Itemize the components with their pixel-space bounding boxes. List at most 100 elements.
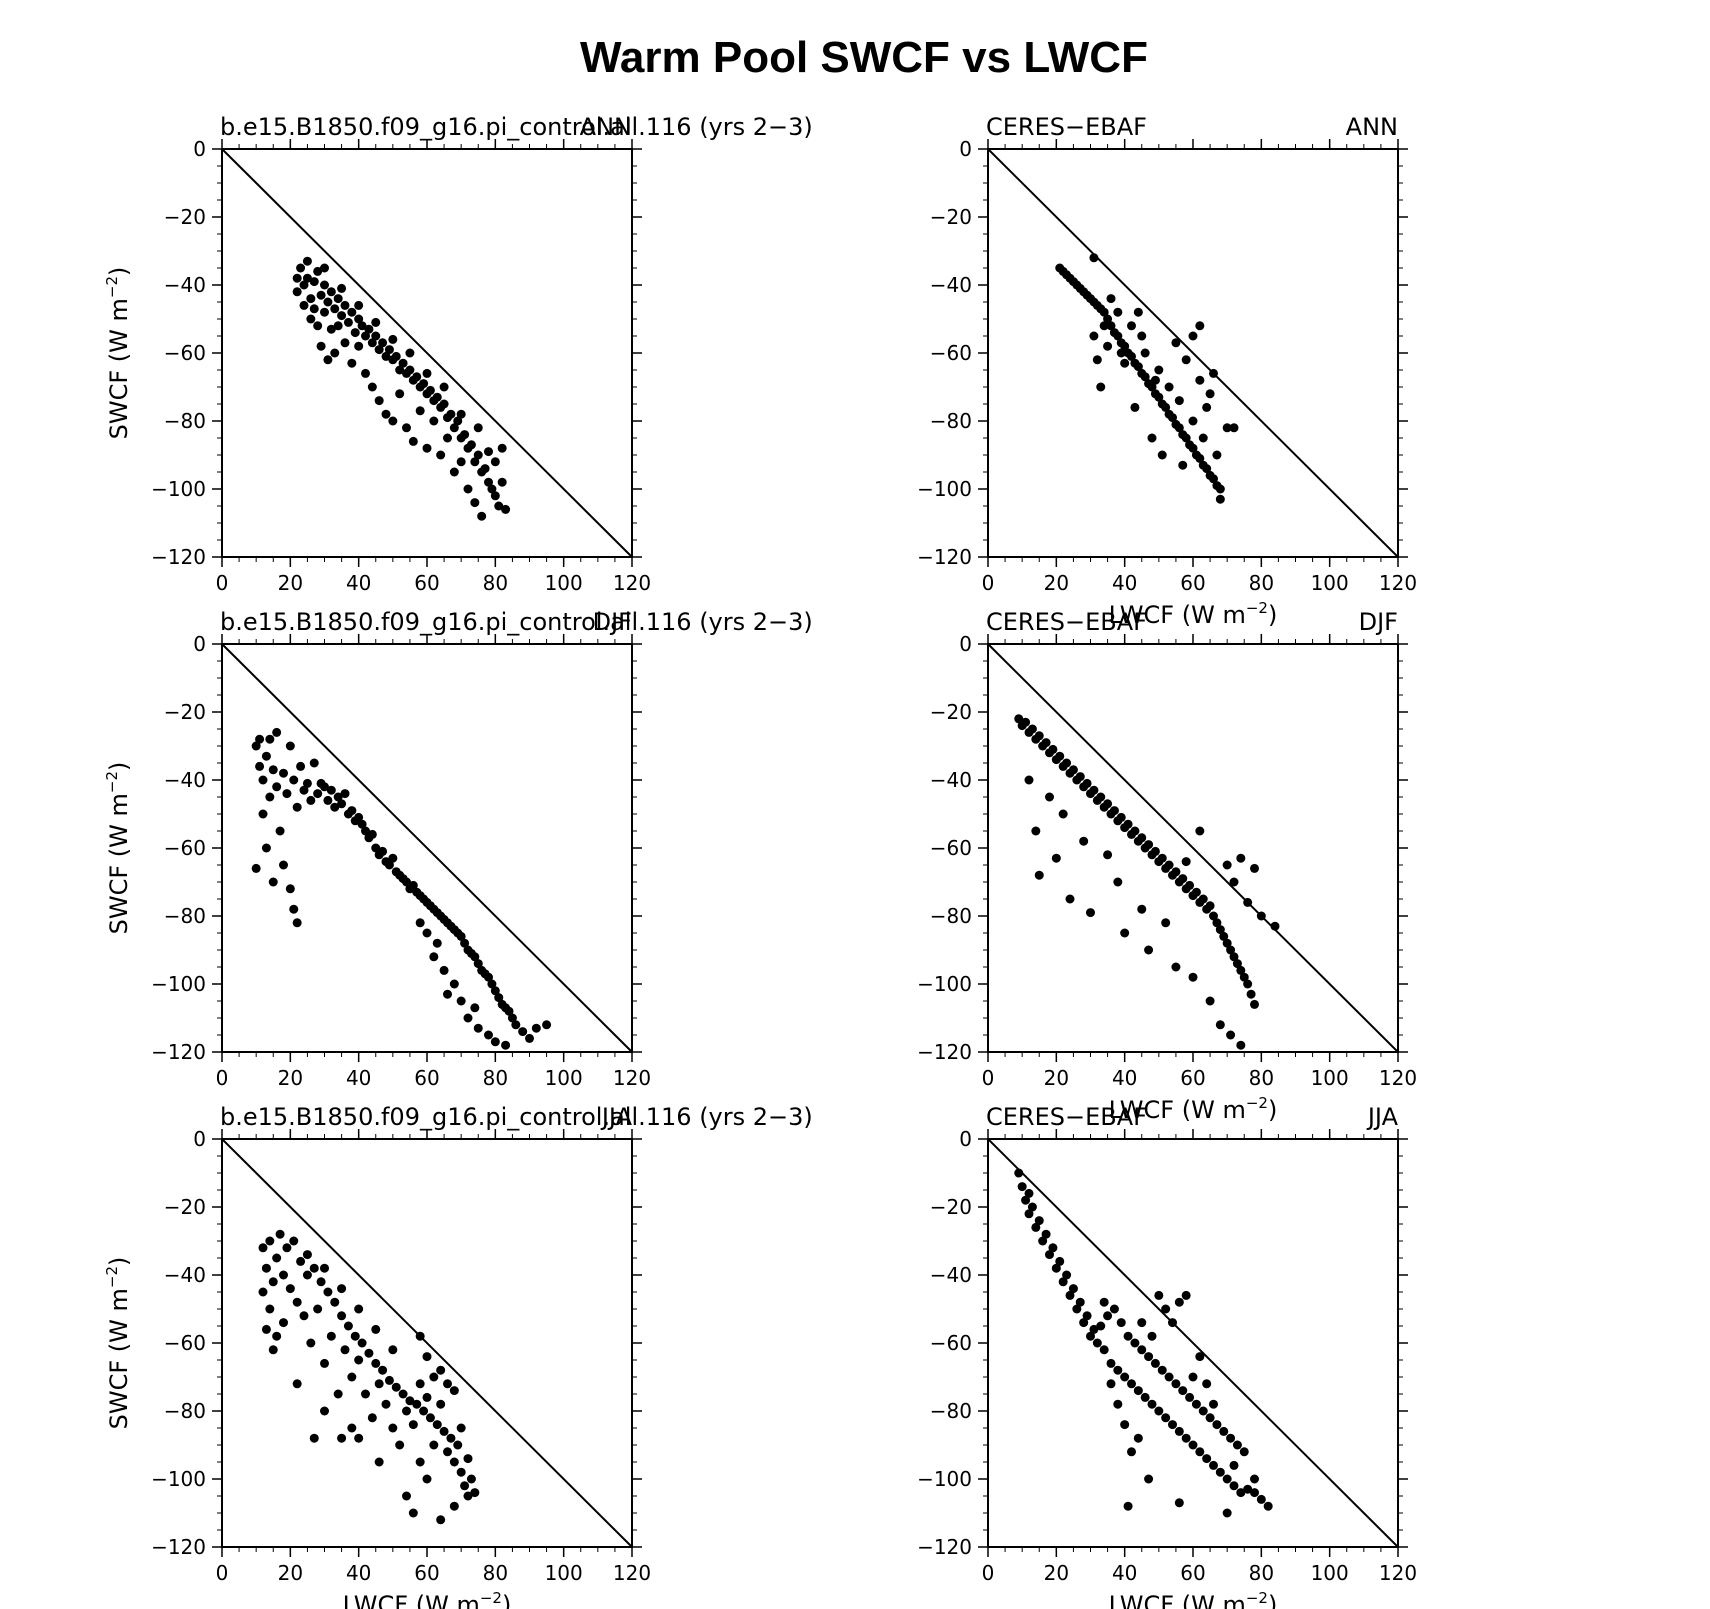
scatter-point xyxy=(1181,1433,1191,1443)
scatter-point xyxy=(1236,1488,1246,1498)
scatter-point xyxy=(1205,1413,1215,1423)
scatter-point xyxy=(292,918,302,928)
y-tick-label: −120 xyxy=(151,1040,206,1064)
scatter-point xyxy=(470,1003,480,1013)
scatter-point xyxy=(1229,423,1239,433)
scatter-point xyxy=(1256,1494,1266,1504)
x-tick-label: 0 xyxy=(216,1561,229,1585)
scatter-point xyxy=(1120,1420,1130,1430)
x-axis-label: LWCF (W m−2) xyxy=(1109,599,1278,629)
scatter-point xyxy=(268,765,278,775)
scatter-point xyxy=(1109,806,1119,816)
scatter-point xyxy=(347,307,357,317)
scatter-point xyxy=(456,409,466,419)
scatter-point xyxy=(405,1396,415,1406)
scatter-point xyxy=(1209,368,1218,378)
scatter-point xyxy=(456,996,466,1006)
scatter-point xyxy=(1229,877,1239,887)
x-tick-label: 100 xyxy=(545,571,583,595)
scatter-panel-model-djf: 0 20 40 60 80 100 120 0 −20 −40 −60 −80 −100 −120 b.e1… xyxy=(103,608,813,1090)
scatter-point xyxy=(388,416,398,426)
scatter-point xyxy=(371,331,381,341)
scatter-point xyxy=(340,789,350,799)
scatter-point xyxy=(384,860,394,870)
scatter-point xyxy=(395,389,405,399)
scatter-point xyxy=(1137,904,1147,914)
scatter-point xyxy=(388,1345,398,1355)
scatter-point xyxy=(463,1013,473,1023)
scatter-point xyxy=(1229,1481,1239,1491)
scatter-point xyxy=(1041,738,1051,748)
one-to-one-line xyxy=(987,148,1399,558)
scatter-point xyxy=(1140,372,1150,382)
scatter-point xyxy=(405,348,415,358)
scatter-point xyxy=(292,1379,302,1389)
y-tick-label: −20 xyxy=(164,700,206,724)
scatter-point xyxy=(1137,1345,1147,1355)
scatter-point xyxy=(1089,331,1099,341)
scatter-point xyxy=(268,1345,278,1355)
scatter-point xyxy=(354,1304,364,1314)
y-tick-label: −120 xyxy=(917,545,972,569)
scatter-point xyxy=(1236,853,1246,863)
scatter-point xyxy=(439,1426,449,1436)
scatter-point xyxy=(1034,731,1044,741)
scatter-point xyxy=(1062,758,1072,768)
scatter-point xyxy=(302,778,312,788)
scatter-point xyxy=(1106,294,1116,304)
scatter-point xyxy=(275,826,285,836)
scatter-point xyxy=(1079,1318,1089,1328)
y-tick-label: −120 xyxy=(151,1535,206,1559)
scatter-point xyxy=(408,1420,418,1430)
scatter-point xyxy=(1147,433,1157,443)
scatter-point xyxy=(361,368,370,378)
y-tick-label: −80 xyxy=(164,1399,206,1423)
scatter-point xyxy=(1202,1454,1212,1464)
scatter-point xyxy=(446,409,456,419)
scatter-point xyxy=(531,1023,541,1033)
scatter-point xyxy=(412,1399,422,1409)
scatter-point xyxy=(1133,1433,1143,1443)
scatter-point xyxy=(272,1253,282,1263)
scatter-point xyxy=(371,1324,381,1334)
scatter-point xyxy=(436,450,446,460)
scatter-point xyxy=(299,785,309,795)
x-tick-label: 40 xyxy=(346,571,371,595)
scatter-point xyxy=(1222,860,1232,870)
scatter-point xyxy=(449,423,459,433)
x-tick-label: 120 xyxy=(613,1561,651,1585)
scatter-point xyxy=(1147,1331,1157,1341)
scatter-point xyxy=(1195,375,1205,385)
scatter-point xyxy=(525,1033,534,1043)
x-tick-label: 120 xyxy=(1379,1066,1417,1090)
x-tick-label: 60 xyxy=(1180,571,1205,595)
panel-right-title: DJF xyxy=(593,608,632,636)
scatter-points xyxy=(251,727,552,1050)
scatter-point xyxy=(1127,321,1136,331)
scatter-point xyxy=(1055,751,1065,761)
scatter-point xyxy=(343,1321,353,1331)
scatter-point xyxy=(261,843,271,853)
scatter-point xyxy=(402,423,411,433)
scatter-point xyxy=(1024,1209,1034,1219)
scatter-point xyxy=(408,880,418,890)
scatter-point xyxy=(337,283,347,293)
scatter-point xyxy=(1161,1304,1171,1314)
scatter-point xyxy=(1133,307,1143,317)
scatter-point xyxy=(1048,1243,1058,1253)
scatter-point xyxy=(484,1030,493,1040)
scatter-point xyxy=(1137,331,1147,341)
scatter-point xyxy=(374,1457,384,1467)
scatter-point xyxy=(357,819,367,829)
scatter-point xyxy=(487,484,497,494)
scatter-point xyxy=(316,341,326,351)
scatter-point xyxy=(1079,836,1089,846)
scatter-point xyxy=(497,443,507,453)
y-axis-label: SWCF (W m−2) xyxy=(103,762,133,935)
x-tick-label: 20 xyxy=(278,1066,303,1090)
scatter-point xyxy=(439,399,449,409)
y-tick-label: −60 xyxy=(930,341,972,365)
x-tick-label: 100 xyxy=(1311,1066,1349,1090)
scatter-point xyxy=(1082,1311,1092,1321)
x-tick-label: 60 xyxy=(1180,1561,1205,1585)
